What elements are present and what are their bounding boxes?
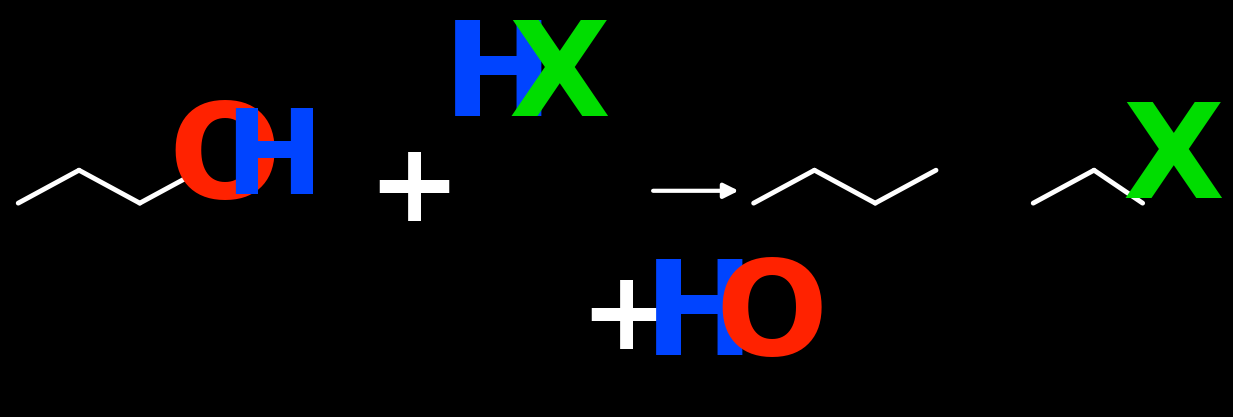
Text: H: H bbox=[644, 255, 755, 382]
Text: H: H bbox=[224, 105, 323, 219]
Text: O: O bbox=[716, 255, 829, 382]
Text: H: H bbox=[443, 16, 554, 143]
Text: O: O bbox=[169, 98, 281, 226]
Text: +: + bbox=[580, 265, 672, 372]
Text: X: X bbox=[508, 16, 610, 143]
Text: +: + bbox=[366, 137, 460, 244]
Text: X: X bbox=[1122, 98, 1224, 226]
